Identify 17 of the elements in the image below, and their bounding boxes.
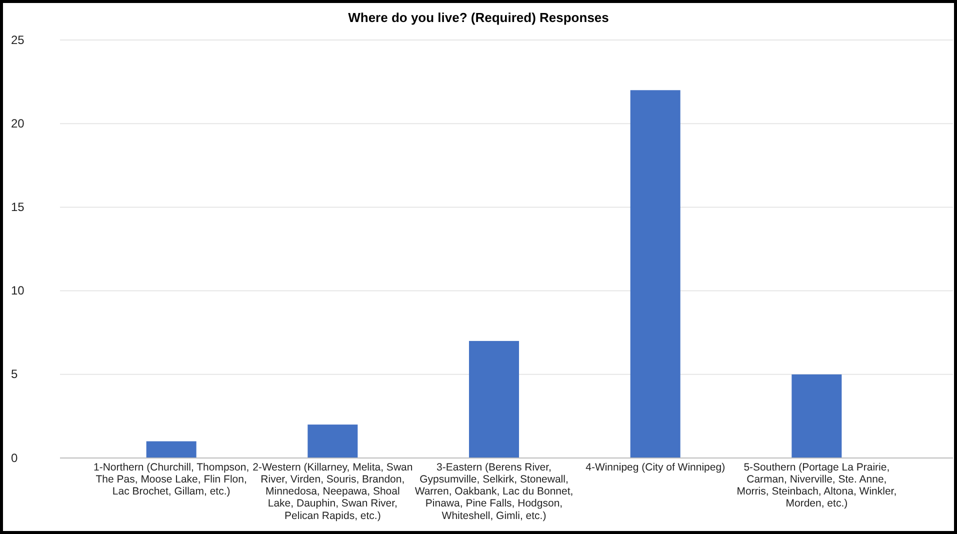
bar <box>792 374 842 458</box>
bar <box>630 90 680 458</box>
x-tick-label: 4-Winnipeg (City of Winnipeg) <box>586 461 726 474</box>
y-tick-label: 25 <box>11 32 25 47</box>
bar <box>308 424 358 458</box>
bar <box>468 340 520 458</box>
x-tick-label: 1-Northern (Churchill, Thompson, The Pas, Moose Lake, Flin Flon, Lac Brochet, Gillam, etc.) <box>94 461 250 498</box>
bar <box>146 441 196 458</box>
y-tick-label: 10 <box>11 284 25 298</box>
x-tick-label: 3-Eastern (Berens River, Gypsumville, Selkirk, Stonewall, Warren, Oakbank, Lac du Bonnet, Pinawa, Pine Falls, Hodgson, Whiteshell, Gimli, etc.) <box>414 461 574 522</box>
y-tick-label: 20 <box>11 116 25 130</box>
chart-title: Where do you live? (Required) Responses <box>348 10 609 25</box>
y-tick-label: 0 <box>11 450 18 465</box>
x-tick-label: 5-Southern (Portage La Prairie, Carman, Niverville, Ste. Anne, Morris, Steinbach, Altona, Winkler, Morden, etc.) <box>736 461 897 510</box>
y-tick-label: 5 <box>11 367 18 382</box>
y-tick-label: 15 <box>11 200 25 214</box>
x-tick-label: 2-Western (Killarney, Melita, Swan River, Virden, Souris, Brandon, Minnedosa, Neepawa, Shoal Lake, Dauphin, Swan River, Pelican Rapids, etc.) <box>252 461 413 522</box>
